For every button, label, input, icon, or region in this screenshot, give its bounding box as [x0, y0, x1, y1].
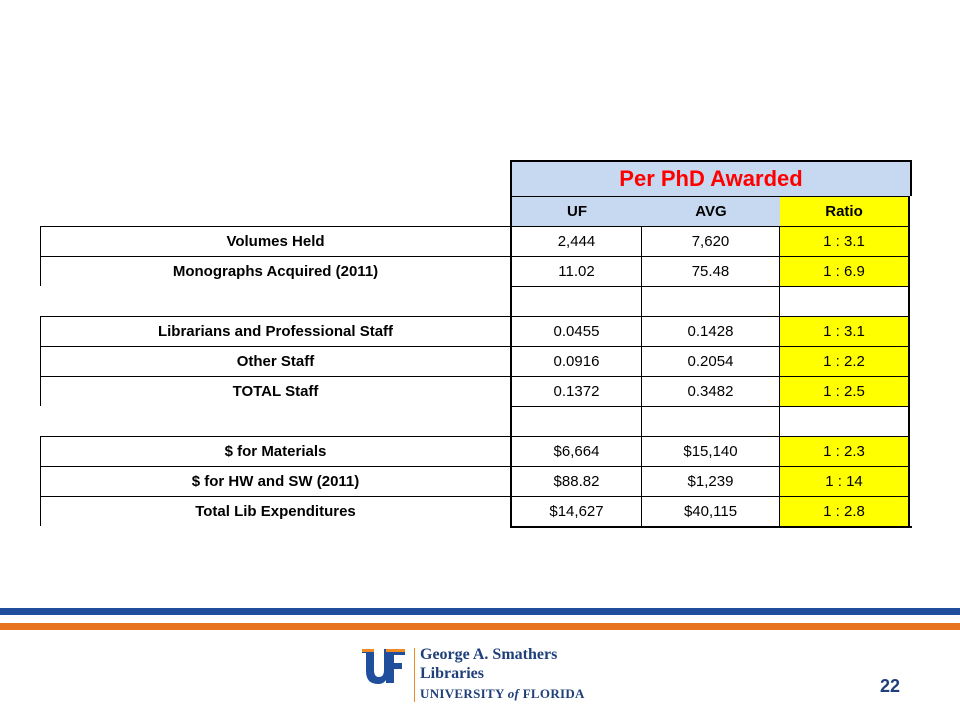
row-label: Librarians and Professional Staff — [40, 316, 510, 346]
cell-uf: 11.02 — [510, 256, 642, 286]
table-row: Other Staff 0.0916 0.2054 1 : 2.2 — [40, 346, 910, 376]
table-row: TOTAL Staff 0.1372 0.3482 1 : 2.5 — [40, 376, 910, 406]
table-row: Librarians and Professional Staff 0.0455 0… — [40, 316, 910, 346]
logo-line-3: UNIVERSITY of FLORIDA — [420, 686, 585, 702]
table-row: Total Lib Expenditures $14,627 $40,115 1 : … — [40, 496, 910, 526]
cell-ratio: 1 : 3.1 — [780, 316, 910, 346]
table-row — [40, 286, 910, 316]
header-uf: UF — [510, 196, 642, 226]
cell-ratio — [780, 406, 910, 436]
logo-line-3b: of — [507, 686, 520, 701]
cell-ratio: 1 : 2.2 — [780, 346, 910, 376]
row-label — [40, 286, 510, 316]
cell-ratio: 1 : 14 — [780, 466, 910, 496]
cell-avg — [642, 406, 780, 436]
cell-avg: $40,115 — [642, 496, 780, 526]
logo-line-2: Libraries — [420, 665, 484, 682]
cell-uf — [510, 286, 642, 316]
cell-uf: 2,444 — [510, 226, 642, 256]
footer-blue-bar — [0, 608, 960, 615]
cell-uf: $14,627 — [510, 496, 642, 526]
cell-avg: $1,239 — [642, 466, 780, 496]
cell-uf: $88.82 — [510, 466, 642, 496]
row-label: Monographs Acquired (2011) — [40, 256, 510, 286]
logo-line-1: George A. Smathers — [420, 646, 558, 663]
row-label: $ for HW and SW (2011) — [40, 466, 510, 496]
cell-avg: 75.48 — [642, 256, 780, 286]
table-row: Volumes Held 2,444 7,620 1 : 3.1 — [40, 226, 910, 256]
table-title: Per PhD Awarded — [510, 160, 912, 196]
cell-ratio: 1 : 2.3 — [780, 436, 910, 466]
cell-uf: $6,664 — [510, 436, 642, 466]
cell-uf: 0.0455 — [510, 316, 642, 346]
row-label: Total Lib Expenditures — [40, 496, 510, 526]
cell-ratio: 1 : 6.9 — [780, 256, 910, 286]
footer-orange-bar — [0, 623, 960, 630]
header-ratio: Ratio — [780, 196, 910, 226]
row-label: Other Staff — [40, 346, 510, 376]
cell-avg: 7,620 — [642, 226, 780, 256]
uf-logo-icon — [362, 649, 405, 684]
row-label: Volumes Held — [40, 226, 510, 256]
logo-line-3a: UNIVERSITY — [420, 686, 508, 701]
table-row: $ for HW and SW (2011) $88.82 $1,239 1 : 14 — [40, 466, 910, 496]
header-avg: AVG — [642, 196, 780, 226]
logo-divider — [414, 648, 415, 702]
row-label: TOTAL Staff — [40, 376, 510, 406]
table-header-row: UF AVG Ratio — [40, 196, 910, 226]
table-row: Monographs Acquired (2011) 11.02 75.48 1 : … — [40, 256, 910, 286]
cell-avg: 0.2054 — [642, 346, 780, 376]
cell-avg: $15,140 — [642, 436, 780, 466]
cell-uf: 0.1372 — [510, 376, 642, 406]
cell-ratio: 1 : 2.5 — [780, 376, 910, 406]
header-spacer — [40, 196, 510, 226]
table-row — [40, 406, 910, 436]
cell-uf — [510, 406, 642, 436]
logo-line-3c: FLORIDA — [519, 686, 585, 701]
cell-ratio: 1 : 3.1 — [780, 226, 910, 256]
cell-avg — [642, 286, 780, 316]
page-number: 22 — [879, 676, 901, 696]
cell-avg: 0.3482 — [642, 376, 780, 406]
cell-ratio: 1 : 2.8 — [780, 496, 910, 526]
row-label — [40, 406, 510, 436]
table-bottom-border — [510, 526, 912, 528]
table-row: $ for Materials $6,664 $15,140 1 : 2.3 — [40, 436, 910, 466]
uf-libraries-logo: George A. Smathers Libraries UNIVERSITY … — [360, 646, 590, 704]
cell-avg: 0.1428 — [642, 316, 780, 346]
row-label: $ for Materials — [40, 436, 510, 466]
cell-ratio — [780, 286, 910, 316]
cell-uf: 0.0916 — [510, 346, 642, 376]
